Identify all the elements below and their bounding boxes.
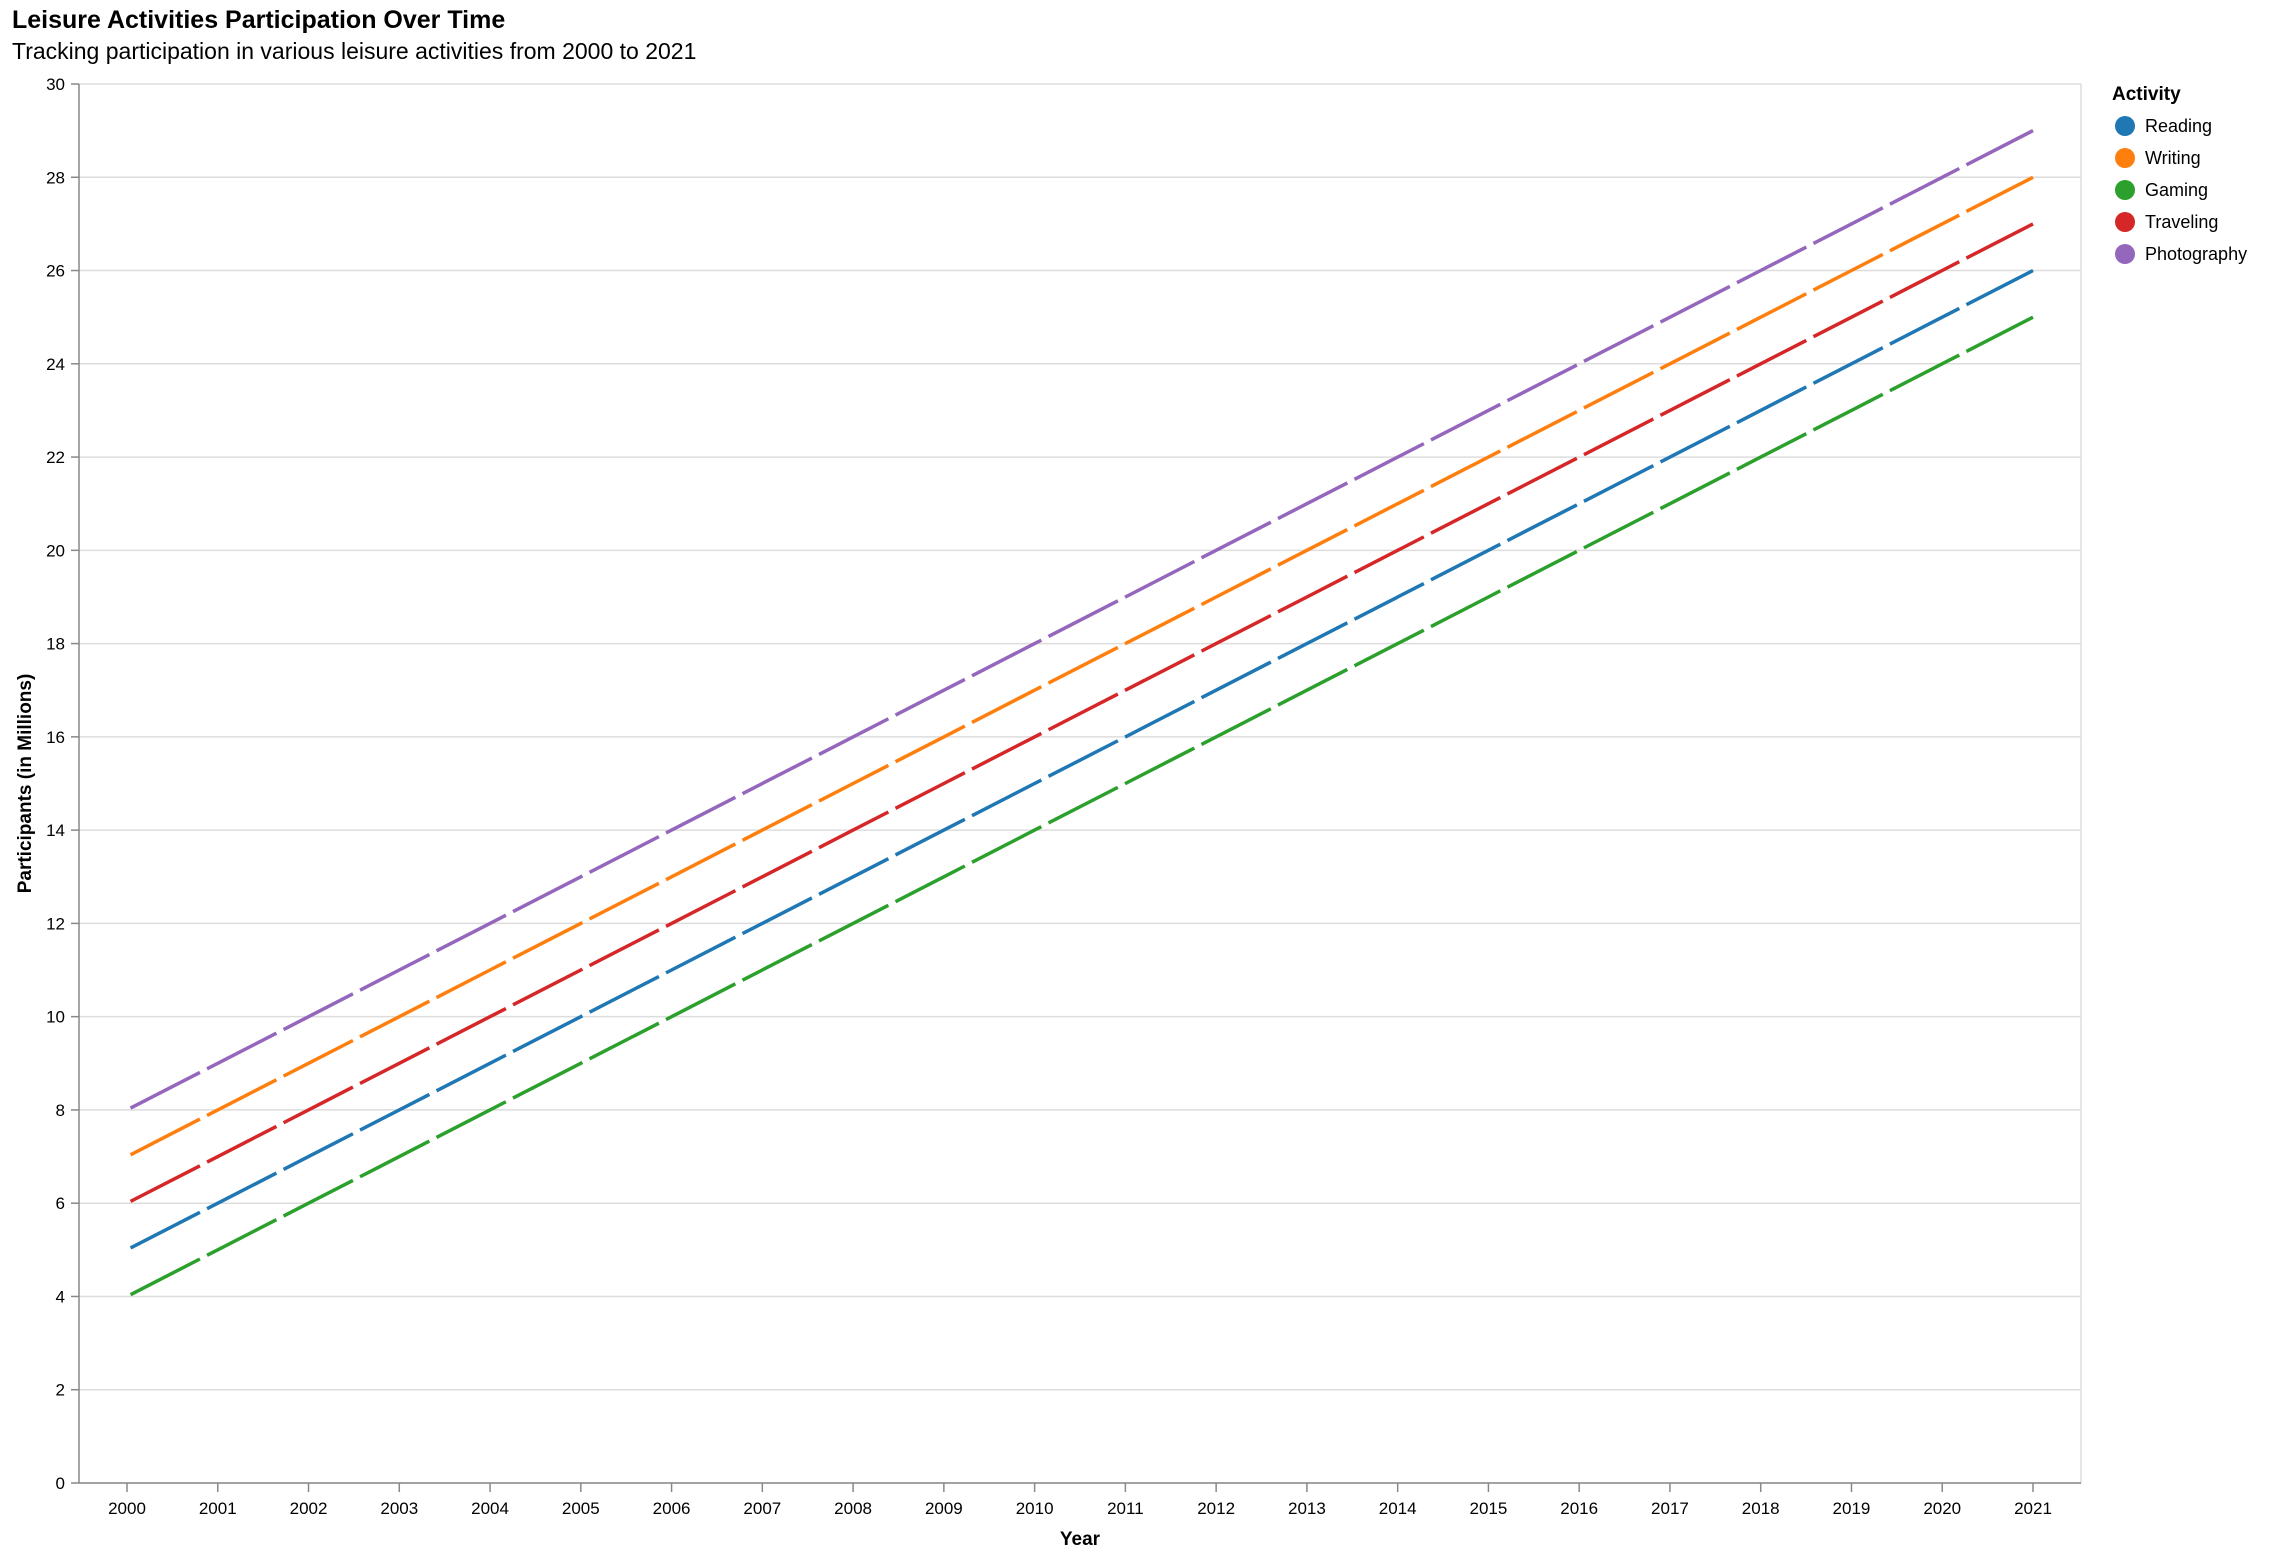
y-tick-label: 18 [46,635,65,654]
x-tick-label: 2005 [562,1499,600,1518]
y-tick-label: 12 [46,914,65,933]
x-tick-label: 2003 [380,1499,418,1518]
series-line-writing [126,175,2034,1159]
y-tick-label: 4 [56,1287,65,1306]
legend-swatch-gaming [2115,180,2135,200]
y-tick-label: 6 [56,1194,65,1213]
legend-swatch-photography [2115,244,2135,264]
series-line-photography [126,129,2034,1112]
legend-label-gaming: Gaming [2145,180,2208,200]
x-tick-label: 2002 [290,1499,328,1518]
legend-label-photography: Photography [2145,244,2247,264]
x-tick-label: 2011 [1107,1499,1144,1518]
y-tick-label: 26 [46,262,65,281]
y-axis-title: Participants (in Millions) [15,674,36,894]
y-tick-label: 30 [46,75,65,94]
y-tick-label: 8 [56,1101,65,1120]
legend-swatch-writing [2115,148,2135,168]
x-tick-label: 2017 [1651,1499,1689,1518]
y-tick-label: 14 [46,821,65,840]
gridlines [79,83,2082,1484]
legend-title: Activity [2112,84,2181,105]
x-tick-label: 2013 [1288,1499,1326,1518]
x-tick-label: 2021 [2014,1499,2052,1518]
legend-label-reading: Reading [2145,116,2212,136]
y-tick-label: 24 [46,355,65,374]
y-tick-label: 0 [56,1474,65,1493]
series-line-reading [126,268,2034,1252]
series-line-gaming [126,315,2034,1299]
chart-subtitle: Tracking participation in various leisur… [12,38,697,64]
x-tick-label: 2010 [1016,1499,1054,1518]
x-tick-label: 2009 [925,1499,963,1518]
x-tick-label: 2018 [1742,1499,1780,1518]
y-tick-label: 22 [46,448,65,467]
series-line-traveling [126,222,2034,1205]
y-tick-label: 20 [46,541,65,560]
y-tick-label: 10 [46,1008,65,1027]
series-lines [126,129,2034,1299]
chart-title: Leisure Activities Participation Over Ti… [12,6,506,34]
x-tick-label: 2006 [653,1499,691,1518]
x-tick-label: 2015 [1470,1499,1508,1518]
x-tick-label: 2007 [743,1499,781,1518]
y-tick-label: 28 [46,168,65,187]
x-tick-label: 2019 [1833,1499,1871,1518]
x-tick-label: 2001 [199,1499,237,1518]
legend-label-writing: Writing [2145,148,2201,168]
x-tick-label: 2008 [834,1499,872,1518]
legend-label-traveling: Traveling [2145,212,2218,232]
y-tick-label: 16 [46,728,65,747]
legend-swatch-reading [2115,116,2135,136]
x-tick-label: 2014 [1379,1499,1417,1518]
legend-swatch-traveling [2115,212,2135,232]
x-tick-label: 2000 [108,1499,146,1518]
y-tick-label: 2 [56,1381,65,1400]
x-tick-label: 2004 [471,1499,509,1518]
x-tick-label: 2012 [1197,1499,1235,1518]
x-axis-title: Year [1060,1529,1101,1550]
x-tick-label: 2020 [1923,1499,1961,1518]
legend: Activity Reading Writing Gaming Traveling Pho… [2112,84,2247,264]
x-tick-label: 2016 [1560,1499,1598,1518]
